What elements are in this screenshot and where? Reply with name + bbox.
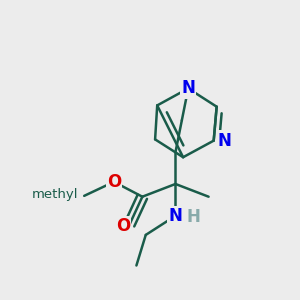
Text: N: N (218, 132, 232, 150)
Text: N: N (169, 207, 182, 225)
Text: H: H (187, 208, 201, 226)
Text: O: O (116, 218, 130, 236)
Text: methyl: methyl (31, 188, 78, 201)
Text: N: N (181, 80, 195, 98)
Text: O: O (107, 173, 121, 191)
